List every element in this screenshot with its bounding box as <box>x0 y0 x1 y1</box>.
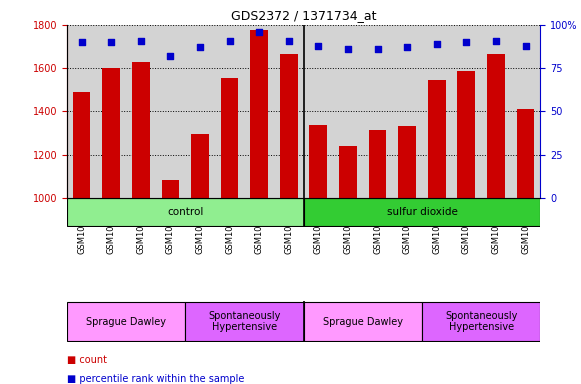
Point <box>136 37 145 43</box>
Bar <box>457 71 475 198</box>
Bar <box>73 92 91 198</box>
Point <box>492 37 501 43</box>
Point <box>254 29 264 35</box>
Bar <box>191 134 209 198</box>
Point <box>403 44 412 50</box>
Text: ■ count: ■ count <box>67 355 107 365</box>
Bar <box>250 30 268 198</box>
Point <box>462 39 471 45</box>
Point <box>432 41 442 47</box>
Point <box>166 53 175 59</box>
Bar <box>422 302 540 341</box>
Bar <box>67 199 303 226</box>
Point <box>373 46 382 52</box>
Bar <box>303 199 540 226</box>
Text: ■ percentile rank within the sample: ■ percentile rank within the sample <box>67 374 244 384</box>
Bar <box>398 126 416 198</box>
Bar <box>280 54 297 198</box>
Bar <box>303 302 422 341</box>
Text: control: control <box>167 207 203 217</box>
Point <box>225 37 234 43</box>
Title: GDS2372 / 1371734_at: GDS2372 / 1371734_at <box>231 9 376 22</box>
Bar <box>428 80 446 198</box>
Bar <box>185 302 303 341</box>
Bar <box>67 302 185 341</box>
Bar <box>517 109 535 198</box>
Bar <box>132 62 150 198</box>
Text: Spontaneously
Hypertensive: Spontaneously Hypertensive <box>445 311 517 333</box>
Point <box>521 43 530 49</box>
Point <box>314 43 323 49</box>
Bar <box>102 68 120 198</box>
Text: Sprague Dawley: Sprague Dawley <box>323 316 403 327</box>
Bar <box>339 146 357 198</box>
Text: sulfur dioxide: sulfur dioxide <box>386 207 457 217</box>
Bar <box>310 126 327 198</box>
Point <box>77 39 86 45</box>
Bar <box>487 54 505 198</box>
Bar <box>162 180 180 198</box>
Text: Spontaneously
Hypertensive: Spontaneously Hypertensive <box>208 311 281 333</box>
Text: Sprague Dawley: Sprague Dawley <box>86 316 166 327</box>
Bar <box>369 130 386 198</box>
Point <box>106 39 116 45</box>
Point <box>284 37 293 43</box>
Point <box>195 44 205 50</box>
Point <box>343 46 353 52</box>
Bar <box>221 78 238 198</box>
